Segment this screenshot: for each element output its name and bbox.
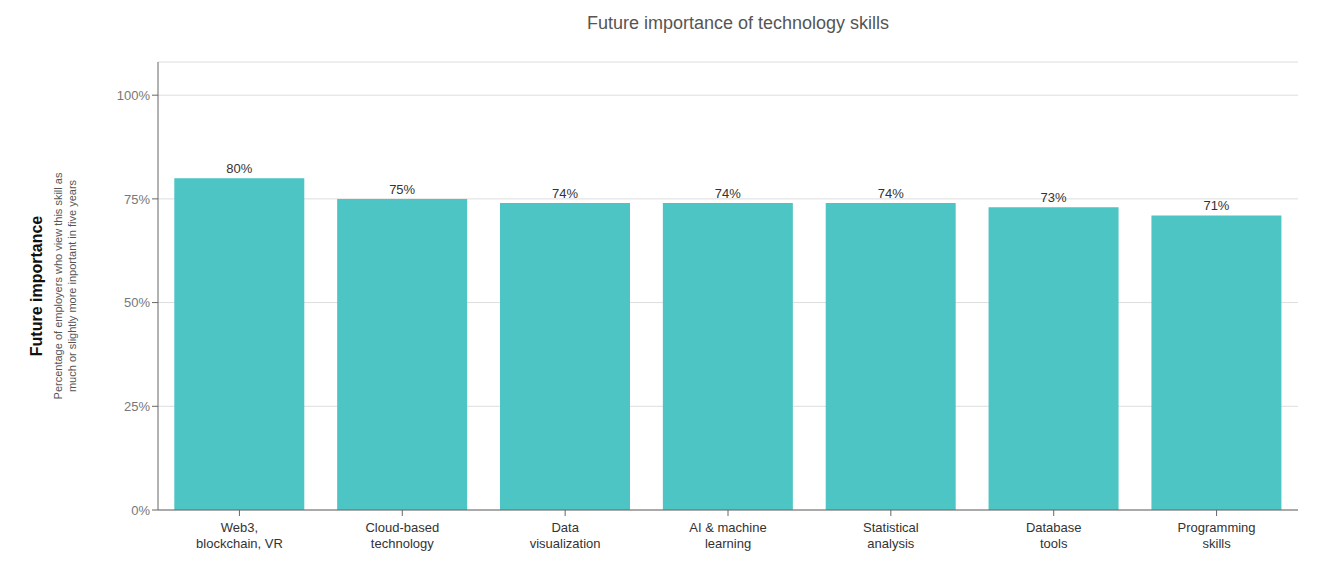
svg-text:50%: 50% <box>124 295 150 310</box>
svg-text:Statisticalanalysis: Statisticalanalysis <box>863 520 919 551</box>
svg-text:74%: 74% <box>552 186 578 201</box>
svg-text:71%: 71% <box>1203 198 1229 213</box>
svg-text:75%: 75% <box>124 192 150 207</box>
svg-text:AI & machinelearning: AI & machinelearning <box>689 520 766 551</box>
svg-text:Databasetools: Databasetools <box>1026 520 1082 551</box>
svg-text:Percentage of employers who vi: Percentage of employers who view this sk… <box>52 172 78 399</box>
svg-text:25%: 25% <box>124 399 150 414</box>
svg-text:75%: 75% <box>389 182 415 197</box>
svg-text:Future importance: Future importance <box>28 216 45 357</box>
svg-text:74%: 74% <box>715 186 741 201</box>
svg-text:Datavisualization: Datavisualization <box>530 520 601 551</box>
svg-text:100%: 100% <box>117 88 151 103</box>
svg-text:74%: 74% <box>878 186 904 201</box>
svg-text:Web3,blockchain, VR: Web3,blockchain, VR <box>196 520 283 551</box>
svg-text:Programmingskills: Programmingskills <box>1178 520 1256 551</box>
html-text:Future importance of technolog: Future importance of technology skills <box>586 13 890 33</box>
svg-text:73%: 73% <box>1041 190 1067 205</box>
svg-text:Cloud-basedtechnology: Cloud-basedtechnology <box>365 520 439 551</box>
svg-text:0%: 0% <box>131 503 150 518</box>
svg-text:80%: 80% <box>226 161 252 176</box>
